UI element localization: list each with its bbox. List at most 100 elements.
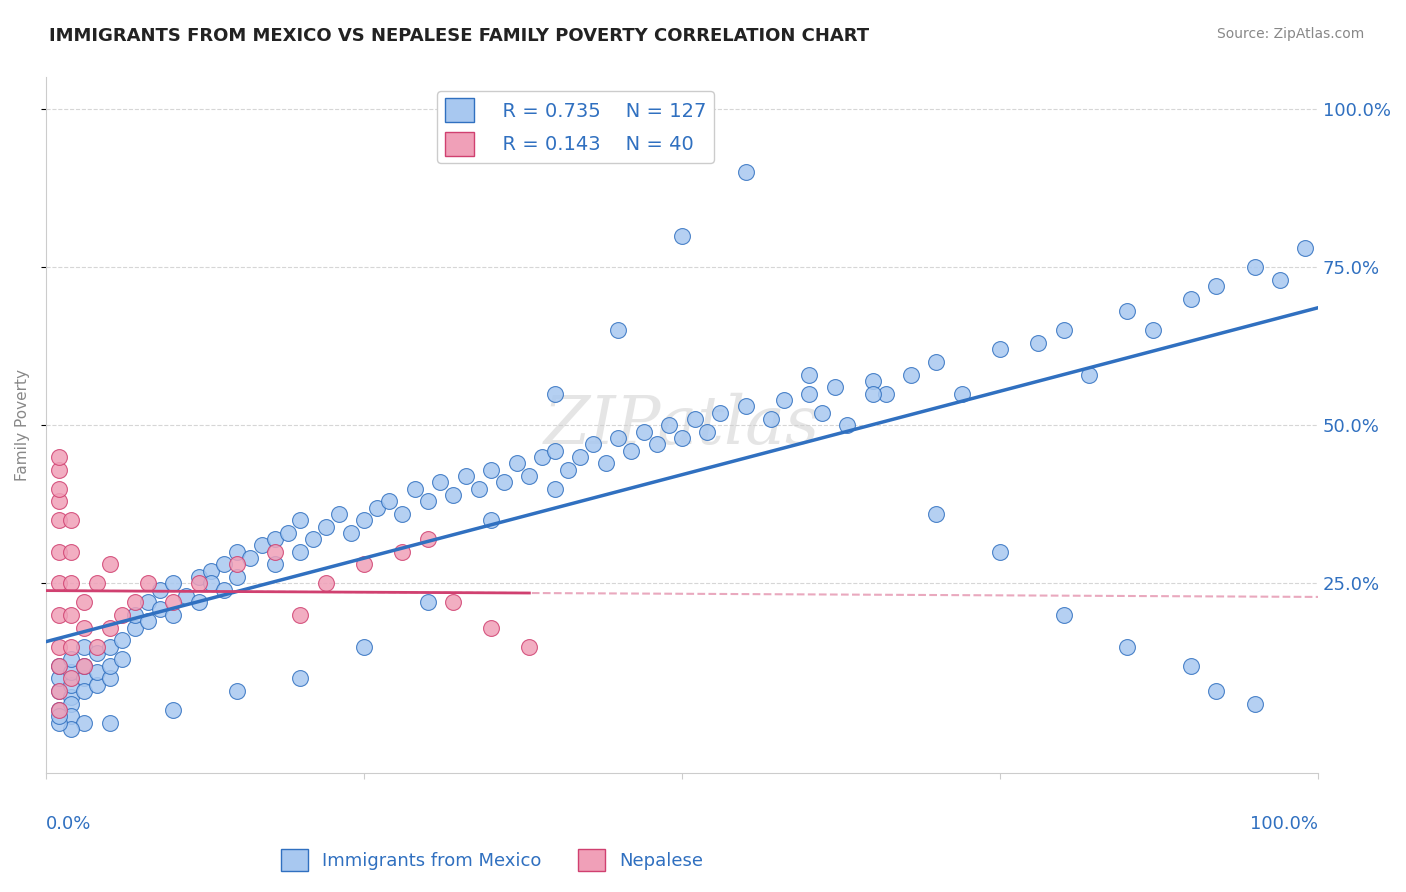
Immigrants from Mexico bbox=[658, 418, 681, 433]
Immigrants from Mexico bbox=[111, 652, 134, 666]
Nepalese bbox=[98, 621, 121, 635]
Immigrants from Mexico bbox=[60, 697, 83, 711]
Immigrants from Mexico bbox=[441, 488, 464, 502]
Immigrants from Mexico bbox=[73, 684, 96, 698]
Nepalese bbox=[98, 558, 121, 572]
Immigrants from Mexico bbox=[544, 443, 567, 458]
Immigrants from Mexico bbox=[1078, 368, 1101, 382]
Nepalese bbox=[264, 545, 287, 559]
Immigrants from Mexico bbox=[60, 690, 83, 705]
Immigrants from Mexico bbox=[315, 519, 337, 533]
Immigrants from Mexico bbox=[492, 475, 515, 490]
Immigrants from Mexico bbox=[620, 443, 643, 458]
Text: ZIPatlas: ZIPatlas bbox=[544, 392, 820, 458]
Immigrants from Mexico bbox=[519, 469, 541, 483]
Immigrants from Mexico bbox=[98, 658, 121, 673]
Immigrants from Mexico bbox=[544, 386, 567, 401]
Immigrants from Mexico bbox=[633, 425, 655, 439]
Immigrants from Mexico bbox=[454, 469, 477, 483]
Nepalese bbox=[60, 576, 83, 591]
Immigrants from Mexico bbox=[1116, 640, 1139, 654]
Immigrants from Mexico bbox=[238, 551, 260, 566]
Immigrants from Mexico bbox=[48, 684, 70, 698]
Immigrants from Mexico bbox=[696, 425, 718, 439]
Nepalese bbox=[136, 576, 159, 591]
Immigrants from Mexico bbox=[925, 355, 948, 369]
Legend:   R = 0.735    N = 127,   R = 0.143    N = 40: R = 0.735 N = 127, R = 0.143 N = 40 bbox=[437, 91, 714, 163]
Immigrants from Mexico bbox=[1180, 658, 1202, 673]
Immigrants from Mexico bbox=[264, 558, 287, 572]
Immigrants from Mexico bbox=[136, 595, 159, 609]
Immigrants from Mexico bbox=[1053, 323, 1076, 337]
Nepalese bbox=[60, 671, 83, 685]
Immigrants from Mexico bbox=[1180, 292, 1202, 306]
Immigrants from Mexico bbox=[73, 640, 96, 654]
Nepalese bbox=[48, 513, 70, 527]
Nepalese bbox=[48, 482, 70, 496]
Immigrants from Mexico bbox=[60, 709, 83, 723]
Immigrants from Mexico bbox=[607, 323, 630, 337]
Immigrants from Mexico bbox=[671, 431, 693, 445]
Immigrants from Mexico bbox=[60, 722, 83, 736]
Immigrants from Mexico bbox=[162, 576, 184, 591]
Immigrants from Mexico bbox=[544, 482, 567, 496]
Immigrants from Mexico bbox=[875, 386, 897, 401]
Immigrants from Mexico bbox=[48, 703, 70, 717]
Immigrants from Mexico bbox=[98, 715, 121, 730]
Immigrants from Mexico bbox=[212, 582, 235, 597]
Immigrants from Mexico bbox=[811, 406, 834, 420]
Nepalese bbox=[519, 640, 541, 654]
Immigrants from Mexico bbox=[1116, 304, 1139, 318]
Immigrants from Mexico bbox=[60, 652, 83, 666]
Immigrants from Mexico bbox=[1053, 608, 1076, 623]
Immigrants from Mexico bbox=[98, 671, 121, 685]
Immigrants from Mexico bbox=[98, 640, 121, 654]
Immigrants from Mexico bbox=[645, 437, 668, 451]
Immigrants from Mexico bbox=[60, 678, 83, 692]
Immigrants from Mexico bbox=[1294, 241, 1316, 255]
Nepalese bbox=[441, 595, 464, 609]
Immigrants from Mexico bbox=[86, 678, 108, 692]
Immigrants from Mexico bbox=[290, 545, 312, 559]
Immigrants from Mexico bbox=[709, 406, 731, 420]
Immigrants from Mexico bbox=[111, 633, 134, 648]
Immigrants from Mexico bbox=[225, 684, 247, 698]
Immigrants from Mexico bbox=[391, 507, 413, 521]
Nepalese bbox=[48, 576, 70, 591]
Immigrants from Mexico bbox=[862, 386, 884, 401]
Immigrants from Mexico bbox=[479, 513, 502, 527]
Immigrants from Mexico bbox=[277, 525, 299, 540]
Immigrants from Mexico bbox=[73, 658, 96, 673]
Immigrants from Mexico bbox=[404, 482, 426, 496]
Immigrants from Mexico bbox=[734, 400, 756, 414]
Immigrants from Mexico bbox=[1268, 273, 1291, 287]
Immigrants from Mexico bbox=[772, 392, 794, 407]
Immigrants from Mexico bbox=[290, 513, 312, 527]
Nepalese bbox=[48, 545, 70, 559]
Immigrants from Mexico bbox=[683, 412, 706, 426]
Nepalese bbox=[48, 462, 70, 476]
Immigrants from Mexico bbox=[48, 658, 70, 673]
Nepalese bbox=[60, 513, 83, 527]
Immigrants from Mexico bbox=[225, 545, 247, 559]
Nepalese bbox=[60, 640, 83, 654]
Immigrants from Mexico bbox=[378, 494, 401, 508]
Immigrants from Mexico bbox=[124, 608, 146, 623]
Immigrants from Mexico bbox=[862, 374, 884, 388]
Immigrants from Mexico bbox=[353, 640, 375, 654]
Immigrants from Mexico bbox=[73, 715, 96, 730]
Immigrants from Mexico bbox=[595, 456, 617, 470]
Immigrants from Mexico bbox=[1243, 697, 1265, 711]
Immigrants from Mexico bbox=[328, 507, 350, 521]
Immigrants from Mexico bbox=[671, 228, 693, 243]
Immigrants from Mexico bbox=[212, 558, 235, 572]
Immigrants from Mexico bbox=[799, 386, 821, 401]
Immigrants from Mexico bbox=[759, 412, 782, 426]
Immigrants from Mexico bbox=[353, 513, 375, 527]
Text: IMMIGRANTS FROM MEXICO VS NEPALESE FAMILY POVERTY CORRELATION CHART: IMMIGRANTS FROM MEXICO VS NEPALESE FAMIL… bbox=[49, 27, 869, 45]
Nepalese bbox=[353, 558, 375, 572]
Immigrants from Mexico bbox=[60, 665, 83, 679]
Y-axis label: Family Poverty: Family Poverty bbox=[15, 369, 30, 482]
Nepalese bbox=[111, 608, 134, 623]
Immigrants from Mexico bbox=[1026, 336, 1049, 351]
